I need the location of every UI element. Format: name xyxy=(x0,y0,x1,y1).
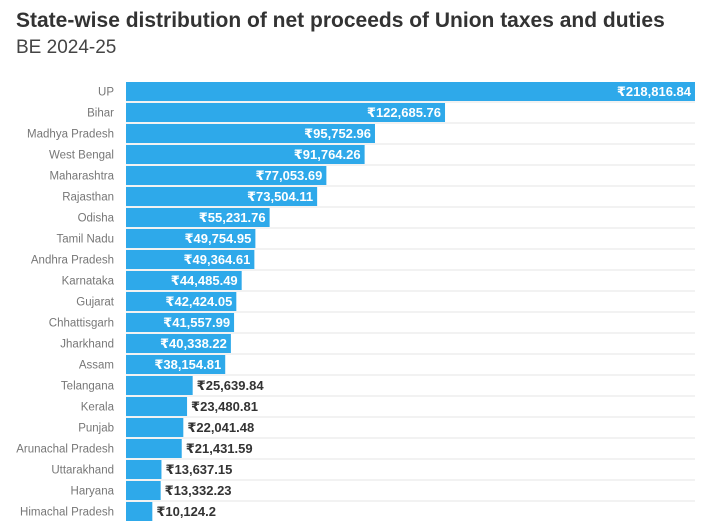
category-label: UP xyxy=(98,87,114,99)
value-label: ₹49,754.95 xyxy=(184,231,251,246)
bar xyxy=(126,208,270,227)
category-label: Haryana xyxy=(71,486,115,498)
category-label: Tamil Nadu xyxy=(56,234,114,246)
category-label: Gujarat xyxy=(76,297,115,309)
value-label: ₹38,154.81 xyxy=(154,357,221,372)
bar xyxy=(126,502,153,521)
bar xyxy=(126,397,188,416)
bar xyxy=(126,376,193,395)
bar xyxy=(126,460,162,479)
category-label: Rajasthan xyxy=(62,192,114,204)
value-label: ₹95,752.96 xyxy=(304,126,371,141)
bar xyxy=(126,271,242,290)
bar xyxy=(126,229,256,248)
category-label: Jharkhand xyxy=(60,339,114,351)
bar xyxy=(126,124,375,143)
chart-subtitle: BE 2024-25 xyxy=(16,37,117,58)
bar xyxy=(126,313,235,332)
bar xyxy=(126,250,255,269)
category-label: Odisha xyxy=(78,213,115,225)
bar xyxy=(126,439,182,458)
value-label: ₹25,639.84 xyxy=(197,378,265,393)
value-label: ₹122,685.76 xyxy=(367,105,441,120)
category-label: Kerala xyxy=(81,402,115,414)
value-labels: ₹218,816.84 ₹122,685.76 ₹95,752.96 ₹91,764.… xyxy=(154,84,691,519)
bar xyxy=(126,166,327,185)
category-label: Madhya Pradesh xyxy=(27,129,114,141)
bar xyxy=(126,334,231,353)
category-label: Himachal Pradesh xyxy=(20,507,114,519)
bars xyxy=(126,82,695,521)
value-label: ₹218,816.84 xyxy=(617,84,692,99)
value-label: ₹55,231.76 xyxy=(199,210,266,225)
category-label: Chhattisgarh xyxy=(49,318,114,330)
value-label: ₹21,431.59 xyxy=(186,441,253,456)
category-label: Arunachal Pradesh xyxy=(16,444,114,456)
value-label: ₹49,364.61 xyxy=(183,252,250,267)
bar xyxy=(126,103,446,122)
bar xyxy=(126,82,695,101)
bar xyxy=(126,187,318,206)
category-label: Karnataka xyxy=(62,276,115,288)
value-label: ₹42,424.05 xyxy=(165,294,232,309)
gridlines xyxy=(126,101,695,502)
value-label: ₹13,637.15 xyxy=(165,462,232,477)
category-label: Assam xyxy=(79,360,114,372)
value-label: ₹23,480.81 xyxy=(191,399,258,414)
value-label: ₹41,557.99 xyxy=(163,315,230,330)
category-label: Telangana xyxy=(61,381,115,393)
category-label: Uttarakhand xyxy=(51,465,114,477)
category-label: Punjab xyxy=(78,423,114,435)
category-label: Maharashtra xyxy=(49,171,114,183)
bar xyxy=(126,355,226,374)
category-label: Bihar xyxy=(87,108,114,120)
category-label: Andhra Pradesh xyxy=(31,255,114,267)
chart-title: State-wise distribution of net proceeds … xyxy=(16,9,665,32)
value-label: ₹40,338.22 xyxy=(160,336,227,351)
bar xyxy=(126,481,161,500)
value-label: ₹77,053.69 xyxy=(255,168,322,183)
category-label: West Bengal xyxy=(49,150,114,162)
bar xyxy=(126,418,184,437)
bar xyxy=(126,145,365,164)
bar xyxy=(126,292,237,311)
category-labels: UP Bihar Madhya Pradesh West Bengal Maharash… xyxy=(16,87,115,519)
value-label: ₹44,485.49 xyxy=(171,273,238,288)
value-label: ₹22,041.48 xyxy=(187,420,254,435)
value-label: ₹73,504.11 xyxy=(247,189,313,204)
value-label: ₹10,124.2 xyxy=(156,504,216,519)
value-label: ₹91,764.26 xyxy=(294,147,361,162)
value-label: ₹13,332.23 xyxy=(165,483,232,498)
